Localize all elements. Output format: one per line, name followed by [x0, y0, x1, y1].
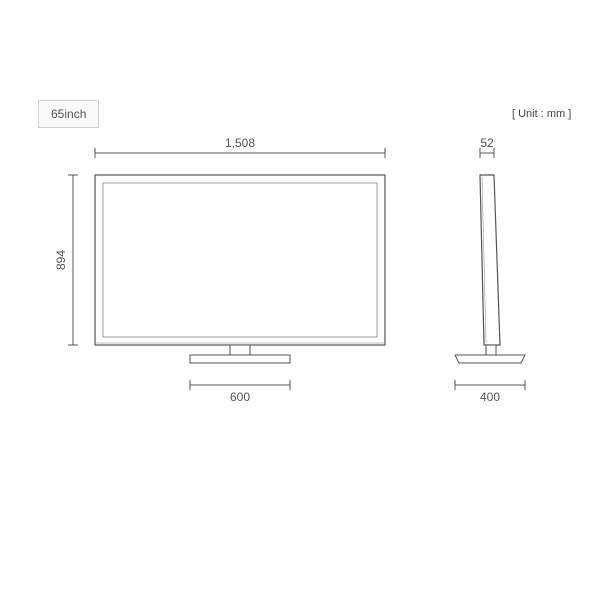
dim-panel-height: 894	[54, 250, 68, 270]
dimension-diagram: 1,50889494360052400	[0, 0, 600, 600]
dim-stand-depth: 400	[480, 390, 500, 404]
tv-side-stand	[455, 355, 525, 363]
tv-front-stand	[190, 355, 290, 363]
tv-side-outline	[480, 175, 500, 345]
tv-front-neck	[230, 345, 250, 355]
dim-width: 1,508	[225, 136, 255, 150]
dim-depth: 52	[480, 136, 494, 150]
dim-stand-width: 600	[230, 390, 250, 404]
tv-front-screen	[103, 183, 377, 337]
